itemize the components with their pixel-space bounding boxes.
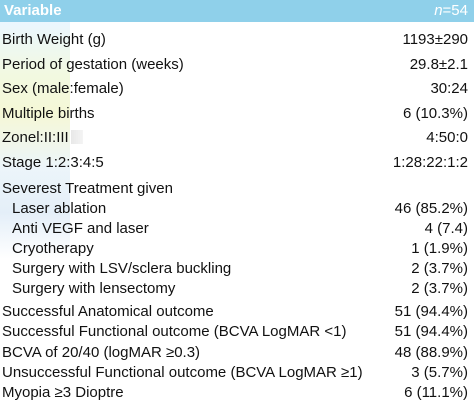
row-label: Surgery with lensectomy (12, 280, 176, 297)
row-value: 1 (1.9%) (411, 240, 468, 257)
row-value: 1:28:22:1:2 (392, 154, 468, 171)
row-label: Multiple births (2, 105, 95, 122)
table-row: Successful Anatomical outcome 51 (94.4%) (0, 302, 474, 322)
row-value: 30:24 (430, 80, 468, 97)
table-row: Surgery with lensectomy 2 (3.7%) (0, 279, 474, 299)
row-label: Zonel:II:III (2, 129, 69, 146)
table-row: Myopia ≥3 Dioptre 6 (11.1%) (0, 383, 474, 403)
row-label: Anti VEGF and laser (12, 220, 149, 237)
row-value: 4 (7.4) (424, 220, 468, 237)
row-label: Sex (male:female) (2, 80, 124, 97)
row-label: Birth Weight (g) (2, 31, 106, 48)
n-value: =54 (442, 2, 468, 19)
row-label: Surgery with LSV/sclera buckling (12, 260, 232, 277)
background-tint (0, 22, 70, 404)
table-row: Zonel:II:III 4:50:0 (0, 128, 474, 148)
row-value: 51 (94.4%) (394, 303, 468, 320)
row-label: Laser ablation (12, 200, 107, 217)
row-value: 46 (85.2%) (394, 200, 468, 217)
row-label: Successful Anatomical outcome (2, 303, 214, 320)
row-label: Unsuccessful Functional outcome (BCVA Lo… (2, 364, 363, 381)
row-value: 51 (94.4%) (394, 323, 468, 340)
table-row: Cryotherapy 1 (1.9%) (0, 239, 474, 259)
row-value: 29.8±2.1 (409, 56, 468, 73)
row-label: Stage 1:2:3:4:5 (2, 154, 104, 171)
table-row: Successful Functional outcome (BCVA LogM… (0, 322, 474, 342)
row-value: 2 (3.7%) (411, 280, 468, 297)
variable-header: Variable (4, 2, 62, 19)
row-value: 4:50:0 (426, 129, 468, 146)
row-value: 1193±290 (402, 31, 468, 48)
row-label: Successful Functional outcome (BCVA LogM… (2, 323, 347, 340)
row-label: BCVA of 20/40 (logMAR ≥0.3) (2, 344, 201, 361)
row-label: Period of gestation (weeks) (2, 56, 184, 73)
faded-mark (70, 130, 83, 144)
row-value: 2 (3.7%) (411, 260, 468, 277)
table-row: Laser ablation 46 (85.2%) (0, 199, 474, 219)
row-label: Myopia ≥3 Dioptre (2, 384, 124, 401)
table-header: Variable n=54 (0, 0, 474, 22)
table-row: Period of gestation (weeks) 29.8±2.1 (0, 55, 474, 75)
table-row: BCVA of 20/40 (logMAR ≥0.3) 48 (88.9%) (0, 343, 474, 363)
row-label-wrap: Zonel:II:III (2, 128, 83, 148)
row-value: 6 (11.1%) (404, 384, 468, 401)
row-value: 3 (5.7%) (411, 364, 468, 381)
table-row: Stage 1:2:3:4:5 1:28:22:1:2 (0, 153, 474, 173)
table-row: Anti VEGF and laser 4 (7.4) (0, 219, 474, 239)
section-label: Severest Treatment given (2, 180, 173, 197)
n-header: n=54 (434, 2, 468, 19)
table-row: Birth Weight (g) 1193±290 (0, 30, 474, 50)
table-row: Multiple births 6 (10.3%) (0, 104, 474, 124)
n-symbol: n (434, 2, 443, 19)
table-row: Unsuccessful Functional outcome (BCVA Lo… (0, 363, 474, 383)
section-row: Severest Treatment given (0, 179, 474, 199)
row-label: Cryotherapy (12, 240, 94, 257)
row-value: 6 (10.3%) (402, 105, 468, 122)
table-row: Sex (male:female) 30:24 (0, 79, 474, 99)
row-value: 48 (88.9%) (394, 344, 468, 361)
table-row: Surgery with LSV/sclera buckling 2 (3.7%… (0, 259, 474, 279)
